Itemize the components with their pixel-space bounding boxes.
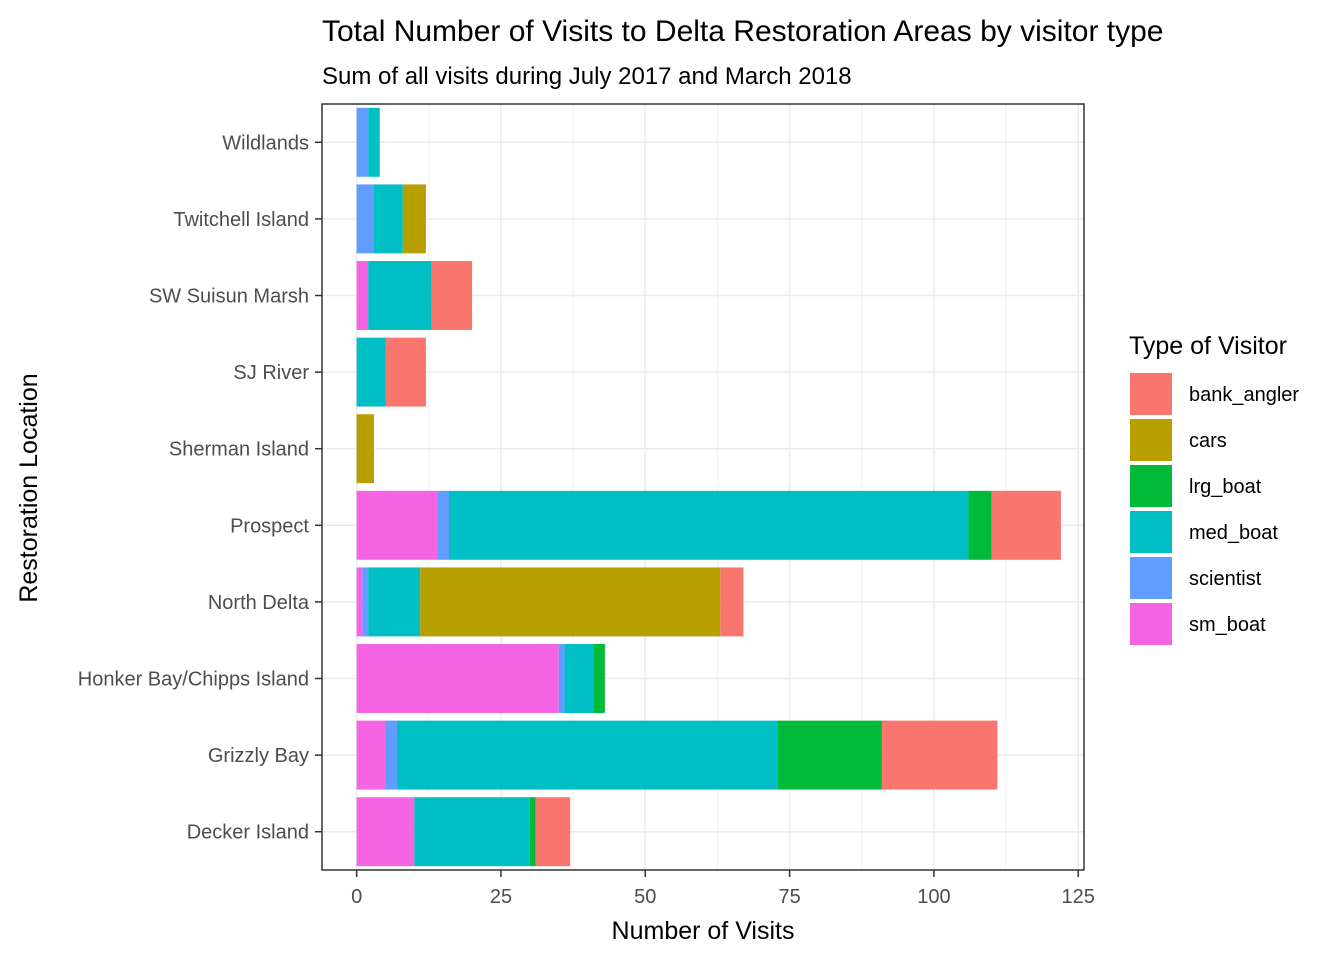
bar-segment-scientist [437,490,449,560]
y-tick-label: SW Suisun Marsh [149,286,309,308]
bar-segment-med_boat [449,490,969,560]
bar-segment-sm_boat [356,644,559,713]
x-tick-label: 75 [778,886,800,908]
bar-segment-sm_boat [356,567,363,637]
legend-label: med_boat [1189,522,1278,544]
bar-segment-lrg_boat [529,797,536,867]
y-axis: Decker Island Grizzly Bay Honker Bay/Chipp… [78,132,322,844]
bar-segment-sm_boat [356,490,438,560]
bar-segment-med_boat [373,184,403,254]
bar-segment-scientist [356,107,369,177]
bar-segment-sm_boat [356,261,369,330]
bar-segment-med_boat [368,261,432,330]
legend-title: Type of Visitor [1129,332,1287,360]
bar-segment-bank_angler [720,567,744,637]
bar-segment-cars [356,414,374,484]
bar-segment-med_boat [564,644,594,713]
bar-segment-scientist [362,567,369,637]
x-tick-label: 0 [351,886,362,908]
plot-border [321,103,1085,871]
x-tick-label: 25 [490,886,512,908]
x-tick-label: 100 [917,886,950,908]
bars [356,107,1061,867]
legend-key-lrg_boat [1130,465,1172,507]
bar-segment-med_boat [356,337,386,407]
legend-label: bank_angler [1189,384,1299,406]
bar-segment-bank_angler [431,261,473,330]
y-tick-label: North Delta [208,592,310,614]
bar-segment-lrg_boat [778,720,882,790]
chart-title: Total Number of Visits to Delta Restorat… [322,15,1163,48]
bar-segment-bank_angler [535,797,571,867]
bar-segment-scientist [385,720,398,790]
legend-key-sm_boat [1130,603,1172,645]
bar-segment-scientist [558,644,565,713]
x-axis-title: Number of Visits [612,917,795,945]
y-tick-label: Wildlands [222,132,309,154]
bar-segment-med_boat [368,567,421,637]
y-tick-label: Grizzly Bay [208,745,309,767]
bar-segment-lrg_boat [968,490,992,560]
legend-label: sm_boat [1189,614,1266,636]
y-tick-label: Decker Island [187,822,309,844]
legend-label: lrg_boat [1189,476,1262,498]
bar-segment-sm_boat [356,797,415,867]
y-tick-label: Sherman Island [169,439,309,461]
x-tick-label: 125 [1062,886,1095,908]
bar-segment-bank_angler [991,490,1061,560]
y-axis-title: Restoration Location [15,373,43,602]
y-tick-label: Prospect [230,515,309,537]
legend-key-bank_angler [1130,373,1172,415]
y-tick-label: SJ River [233,362,309,384]
bar-segment-scientist [356,184,374,254]
bar-segment-med_boat [368,107,380,177]
bar-segment-cars [402,184,426,254]
bar-segment-lrg_boat [593,644,605,713]
bar-segment-bank_angler [385,337,426,407]
x-axis: 0 25 50 75 100 125 [351,870,1095,908]
legend-label: scientist [1189,568,1262,590]
legend-key-scientist [1130,557,1172,599]
bar-segment-bank_angler [881,720,998,790]
legend-label: cars [1189,430,1227,452]
y-tick-label: Honker Bay/Chipps Island [78,669,309,691]
bar-segment-cars [420,567,721,637]
legend-key-cars [1130,419,1172,461]
bar-segment-med_boat [397,720,779,790]
bar-segment-sm_boat [356,720,386,790]
y-tick-label: Twitchell Island [173,209,309,231]
legend-key-med_boat [1130,511,1172,553]
chart-subtitle: Sum of all visits during July 2017 and M… [322,63,852,90]
bar-segment-med_boat [414,797,530,867]
x-tick-label: 50 [634,886,656,908]
